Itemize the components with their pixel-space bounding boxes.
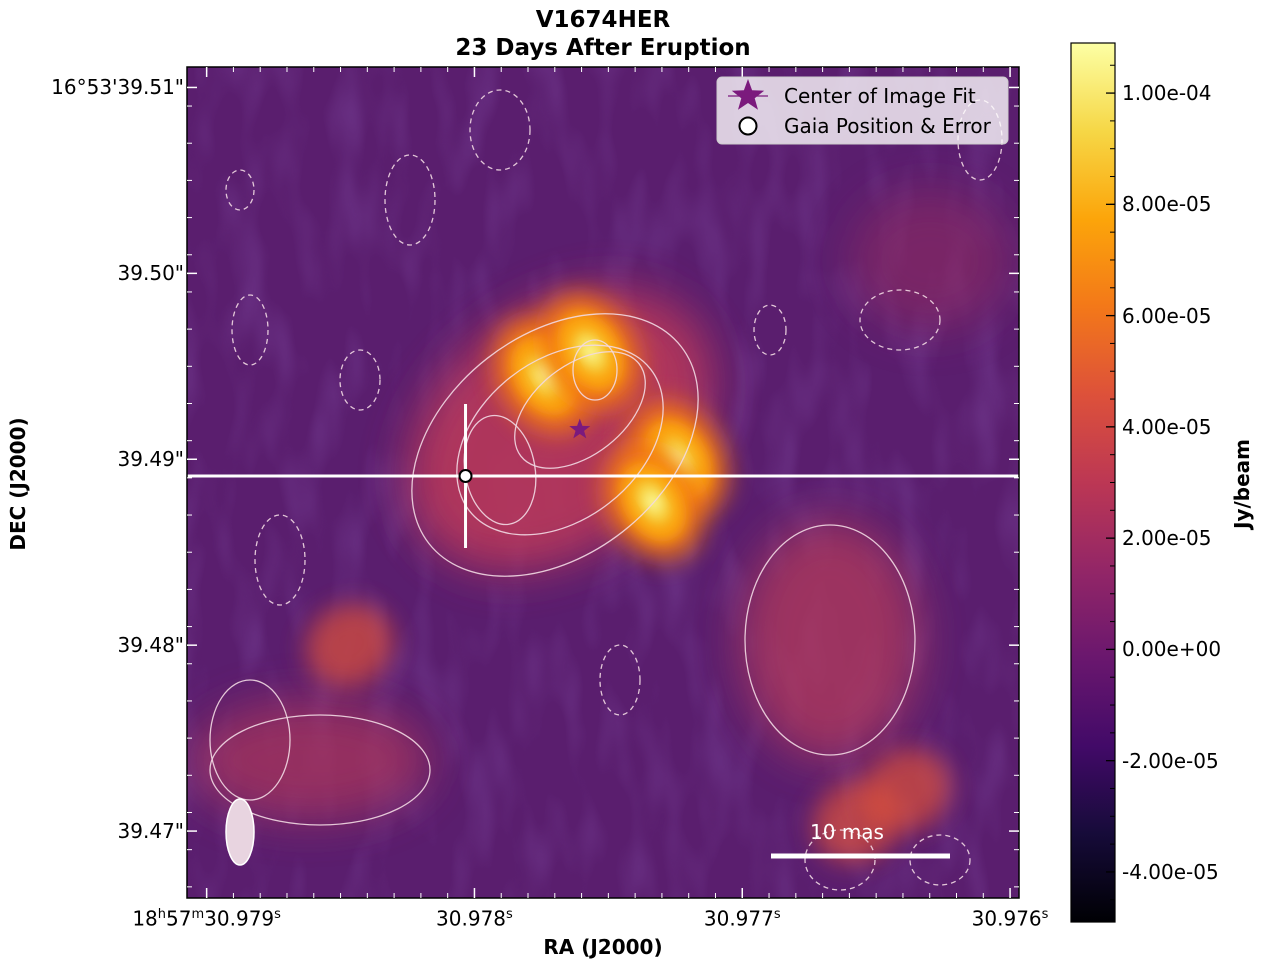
colorbar-tick-label: 1.00e-04 [1122,81,1212,106]
y-tick-label: 39.48" [117,633,184,658]
y-axis-label: DEC (J2000) [6,417,30,551]
y-tick-label: 39.49" [117,447,184,472]
chart-subtitle: 23 Days After Eruption [455,35,751,61]
scale-bar-label: 10 mas [810,820,884,844]
contour-line [599,644,641,716]
contour-line [209,714,431,826]
beam-ellipse [225,798,255,866]
legend-item-label: Center of Image Fit [784,84,976,108]
gaia-position-marker [458,468,473,483]
emission-peak [862,748,951,832]
contour-line [744,524,916,756]
emission-region [190,700,430,820]
emission-region [850,190,1010,330]
x-tick-label: 30.977s [703,906,781,931]
image-fit-center-marker [569,418,591,439]
colorbar-tick-label: 6.00e-05 [1122,303,1212,328]
contour-line [753,304,787,356]
contour-line [909,834,971,886]
contour-line [209,679,291,801]
y-tick-label: 39.50" [117,261,184,286]
y-tick-label: 39.47" [117,819,184,844]
contour-line [859,289,941,351]
x-axis-label: RA (J2000) [543,935,663,959]
colorbar-tick-label: -4.00e-05 [1122,859,1219,884]
colorbar-tick-label: 2.00e-05 [1122,526,1212,551]
emission-region [740,520,920,760]
contour-line [456,344,664,536]
colorbar [1070,42,1116,923]
x-tick-label: 30.978s [436,906,513,931]
colorbar-tick-label: -2.00e-05 [1122,748,1219,773]
contour-line [339,349,381,411]
legend-circle-icon [738,116,758,136]
contour-line [384,154,436,246]
emission-peak [535,365,553,386]
plot-frame [186,66,1020,899]
contour-line [514,351,646,469]
contour-line [231,294,269,366]
legend: Center of Image Fit Gaia Position & Erro… [716,76,1009,145]
contour-line [572,339,618,401]
y-tick-label: 16°53'39.51" [51,75,184,100]
contour-line [254,514,306,606]
emission-peak [582,341,599,362]
contour-line [804,829,876,891]
chart-title: V1674HER [535,7,671,33]
legend-item-label: Gaia Position & Error [784,114,992,138]
colorbar-tick-label: 8.00e-05 [1122,192,1212,217]
colorbar-tick-label: 4.00e-05 [1122,414,1212,439]
colorbar-tick-label: 0.00e+00 [1122,637,1222,662]
radio-image [187,67,1019,898]
contour-line [225,169,255,211]
contour-line [469,89,531,171]
legend-star-icon [731,79,765,110]
emission-peak [305,603,394,687]
colorbar-label: Jy/beam [1230,439,1254,529]
contour-line [411,313,699,577]
x-tick-label: 30.976s [971,906,1049,931]
x-tick-label: 18h57m30.979s [132,906,281,931]
